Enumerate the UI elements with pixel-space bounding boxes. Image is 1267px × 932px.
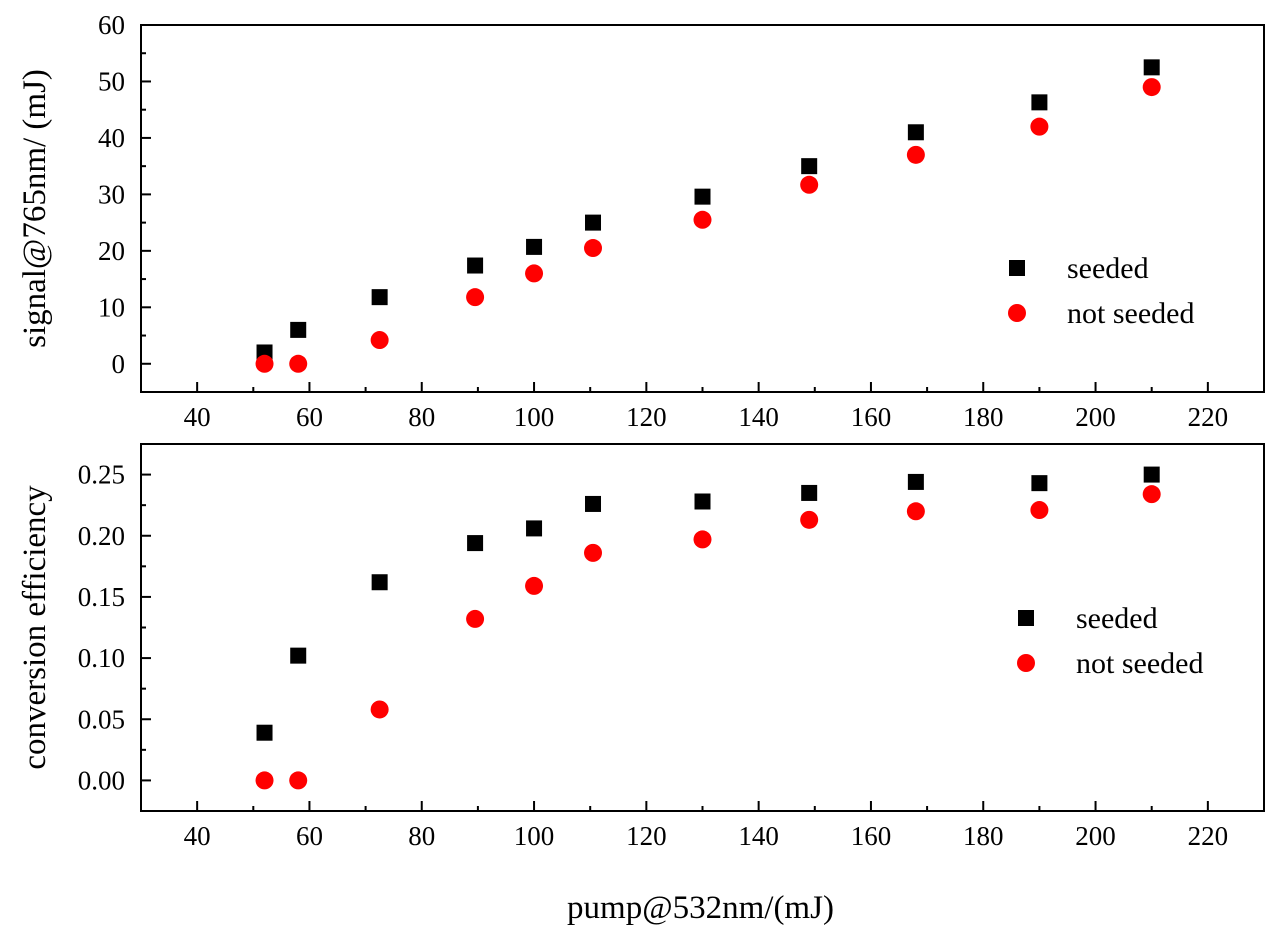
data-point-not-seeded (255, 771, 274, 790)
data-point-seeded (526, 238, 543, 255)
data-point-not-seeded (1142, 78, 1161, 97)
data-point-seeded (290, 321, 307, 338)
top-y-tick-label: 10 (98, 292, 125, 322)
data-point-not-seeded (466, 609, 485, 628)
bottom-x-tick-label: 100 (514, 821, 555, 851)
data-point-not-seeded (693, 210, 712, 229)
data-point-not-seeded (525, 264, 544, 283)
data-point-not-seeded (800, 510, 819, 529)
top-y-axis-title: signal@765nm/ (mJ) (17, 69, 53, 348)
top-y-tick-label: 50 (98, 66, 125, 96)
data-point-not-seeded (370, 331, 389, 350)
bottom-x-tick-label: 60 (296, 821, 323, 851)
legend-marker-square-icon (1009, 260, 1025, 276)
data-point-seeded (1031, 475, 1048, 492)
data-point-not-seeded (525, 576, 544, 595)
data-point-seeded (907, 124, 924, 141)
data-point-seeded (801, 484, 818, 501)
top-panel: 40 60 80 100 120 140 160 180 200 220 0 10 20 30 40 50 60… (17, 10, 1265, 432)
bottom-y-tick-label: 0.10 (78, 643, 125, 673)
data-point-seeded (1031, 94, 1048, 111)
bottom-series-seeded (256, 466, 1160, 741)
top-legend: seeded not seeded (1008, 252, 1194, 330)
data-point-not-seeded (906, 502, 925, 521)
bottom-legend: seeded not seeded (1017, 602, 1203, 680)
top-x-tick-label: 140 (738, 402, 779, 432)
top-x-tick-label: 220 (1188, 402, 1229, 432)
top-series-not-seeded (255, 78, 1161, 373)
data-point-not-seeded (289, 354, 308, 373)
bottom-series-not-seeded (255, 485, 1161, 790)
data-point-not-seeded (289, 771, 308, 790)
data-point-seeded (467, 257, 484, 274)
bottom-y-tick-label: 0.20 (78, 521, 125, 551)
data-point-seeded (694, 493, 711, 510)
bottom-panel: 40 60 80 100 120 140 160 180 200 220 0.00 0.05 0.10 0… (17, 443, 1265, 926)
legend-label: seeded (1067, 252, 1149, 285)
data-point-seeded (907, 473, 924, 490)
top-y-tick-label: 60 (98, 10, 125, 40)
bottom-x-tick-label: 140 (738, 821, 779, 851)
top-x-tick-label: 40 (184, 402, 211, 432)
data-point-not-seeded (1142, 485, 1161, 504)
legend-label: seeded (1076, 602, 1158, 635)
data-point-seeded (585, 495, 602, 512)
data-point-seeded (256, 724, 273, 741)
top-x-tick-label: 120 (626, 402, 667, 432)
top-x-tick-label: 80 (408, 402, 435, 432)
data-point-seeded (1143, 466, 1160, 483)
bottom-x-tick-label: 220 (1188, 821, 1229, 851)
legend-marker-circle-icon (1017, 654, 1035, 672)
bottom-x-tick-label: 160 (851, 821, 892, 851)
bottom-y-tick-label: 0.25 (78, 460, 125, 490)
data-point-seeded (526, 520, 543, 537)
data-point-not-seeded (906, 145, 925, 164)
data-point-seeded (585, 214, 602, 231)
bottom-x-tick-label: 80 (408, 821, 435, 851)
legend-marker-circle-icon (1008, 304, 1026, 322)
top-plot-frame (140, 24, 1265, 393)
data-point-not-seeded (1030, 501, 1049, 520)
data-point-not-seeded (584, 239, 603, 258)
x-axis-title: pump@532nm/(mJ) (567, 890, 834, 926)
bottom-x-tick-label: 40 (184, 821, 211, 851)
bottom-y-axis-title: conversion efficiency (17, 485, 53, 770)
top-y-tick-label: 20 (98, 236, 125, 266)
data-point-seeded (371, 574, 388, 591)
bottom-y-tick-label: 0.05 (78, 704, 125, 734)
top-x-tick-label: 60 (296, 402, 323, 432)
data-point-seeded (1143, 59, 1160, 76)
legend-label: not seeded (1067, 297, 1194, 330)
bottom-x-tick-label: 180 (963, 821, 1004, 851)
top-x-tick-label: 160 (851, 402, 892, 432)
bottom-x-tick-label: 200 (1075, 821, 1116, 851)
data-point-not-seeded (370, 700, 389, 719)
top-y-tick-label: 0 (112, 349, 126, 379)
data-point-seeded (694, 188, 711, 205)
data-point-not-seeded (1030, 117, 1049, 136)
data-point-not-seeded (466, 288, 485, 307)
bottom-y-tick-label: 0.15 (78, 582, 125, 612)
bottom-x-tick-label: 120 (626, 821, 667, 851)
legend-marker-square-icon (1018, 610, 1034, 626)
data-point-seeded (801, 158, 818, 175)
top-x-tick-label: 100 (514, 402, 555, 432)
top-x-tick-label: 200 (1075, 402, 1116, 432)
data-point-seeded (371, 289, 388, 306)
top-y-tick-label: 40 (98, 123, 125, 153)
data-point-not-seeded (584, 543, 603, 562)
top-x-tick-label: 180 (963, 402, 1004, 432)
legend-label: not seeded (1076, 647, 1203, 680)
bottom-y-tick-label: 0.00 (78, 765, 125, 795)
data-point-seeded (290, 647, 307, 664)
top-y-tick-label: 30 (98, 179, 125, 209)
data-point-not-seeded (800, 175, 819, 194)
data-point-not-seeded (255, 354, 274, 373)
data-point-seeded (467, 535, 484, 552)
data-point-not-seeded (693, 530, 712, 549)
